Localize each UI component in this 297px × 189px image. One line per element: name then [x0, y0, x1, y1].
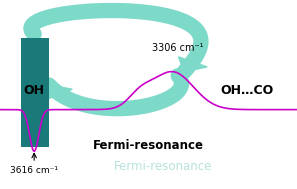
Text: 3616 cm⁻¹: 3616 cm⁻¹ [10, 153, 58, 175]
Polygon shape [45, 85, 72, 100]
Text: Fermi-resonance: Fermi-resonance [93, 139, 204, 152]
Polygon shape [178, 57, 207, 72]
Text: OH: OH [24, 84, 45, 97]
Text: Fermi-resonance: Fermi-resonance [114, 160, 213, 173]
Text: 3306 cm⁻¹: 3306 cm⁻¹ [152, 43, 204, 53]
FancyBboxPatch shape [21, 38, 49, 147]
Text: OH…CO: OH…CO [220, 84, 273, 97]
